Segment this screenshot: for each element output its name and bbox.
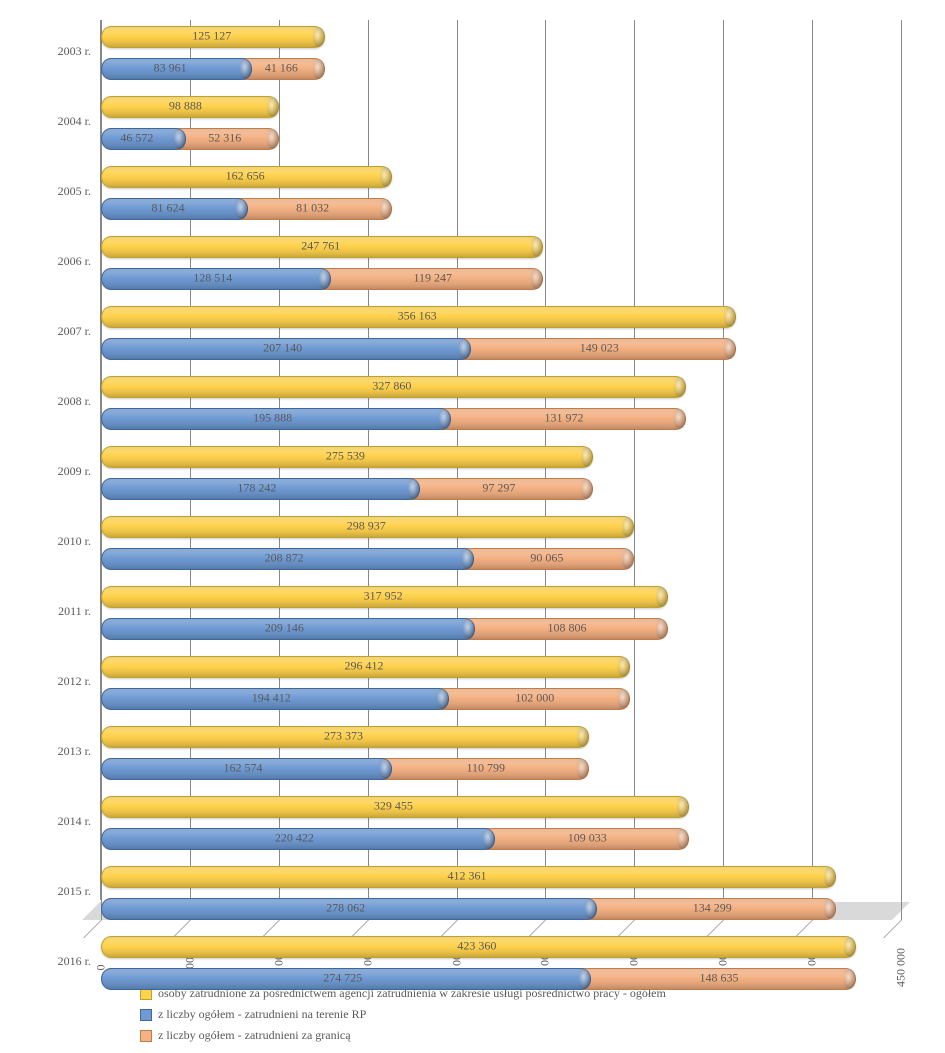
legend-label: z liczby ogółem - zatrudnieni na terenie… xyxy=(158,1007,366,1022)
bar-total-label: 98 888 xyxy=(169,99,202,114)
category-label: 2010 r. xyxy=(21,534,91,549)
bar-abroad-label: 41 166 xyxy=(265,61,298,76)
bar-domestic-label: 46 572 xyxy=(120,131,153,146)
legend-item: z liczby ogółem - zatrudnieni na terenie… xyxy=(140,1007,666,1022)
gridline xyxy=(812,20,813,920)
bar-domestic-label: 128 514 xyxy=(193,271,232,286)
bar-total-label: 356 163 xyxy=(398,309,437,324)
bar-domestic-label: 162 574 xyxy=(224,761,263,776)
bar-domestic-label: 220 422 xyxy=(275,831,314,846)
bar-domestic-label: 178 242 xyxy=(237,481,276,496)
bar-abroad-label: 149 023 xyxy=(580,341,619,356)
plot: 050 000100 000150 000200 000250 000300 0… xyxy=(100,20,900,900)
bar-abroad-label: 148 635 xyxy=(700,971,739,986)
bar-domestic-label: 274 725 xyxy=(323,971,362,986)
bar-abroad-label: 81 032 xyxy=(296,201,329,216)
bar-domestic-label: 81 624 xyxy=(152,201,185,216)
bar-total-label: 298 937 xyxy=(347,519,386,534)
category-label: 2016 r. xyxy=(21,954,91,969)
bar-total-label: 275 539 xyxy=(326,449,365,464)
gridline xyxy=(101,20,102,920)
category-label: 2011 r. xyxy=(21,604,91,619)
bar-abroad-label: 52 316 xyxy=(208,131,241,146)
category-label: 2007 r. xyxy=(21,324,91,339)
legend-swatch xyxy=(140,1009,152,1021)
legend-item: z liczby ogółem - zatrudnieni za granicą xyxy=(140,1028,666,1043)
bar-total-label: 162 656 xyxy=(226,169,265,184)
gridline xyxy=(634,20,635,920)
bar-abroad-label: 131 972 xyxy=(545,411,584,426)
bar-abroad-label: 97 297 xyxy=(482,481,515,496)
category-label: 2015 r. xyxy=(21,884,91,899)
gridline xyxy=(279,20,280,920)
bar-domestic-label: 278 062 xyxy=(326,901,365,916)
plot-area: 050 000100 000150 000200 000250 000300 0… xyxy=(100,20,910,920)
category-label: 2006 r. xyxy=(21,254,91,269)
bar-abroad-label: 108 806 xyxy=(548,621,587,636)
employment-agency-chart: 050 000100 000150 000200 000250 000300 0… xyxy=(0,0,945,1053)
category-label: 2008 r. xyxy=(21,394,91,409)
bar-total-label: 273 373 xyxy=(324,729,363,744)
bar-total-label: 423 360 xyxy=(457,939,496,954)
bar-abroad-label: 90 065 xyxy=(530,551,563,566)
category-label: 2014 r. xyxy=(21,814,91,829)
bar-abroad-label: 110 799 xyxy=(467,761,506,776)
bar-domestic-label: 195 888 xyxy=(253,411,292,426)
category-label: 2009 r. xyxy=(21,464,91,479)
bar-domestic-label: 209 146 xyxy=(265,621,304,636)
bar-domestic-label: 194 412 xyxy=(252,691,291,706)
gridline xyxy=(457,20,458,920)
bar-domestic-label: 83 961 xyxy=(154,61,187,76)
category-label: 2005 r. xyxy=(21,184,91,199)
bar-domestic-label: 208 872 xyxy=(265,551,304,566)
bar-total-label: 317 952 xyxy=(364,589,403,604)
legend-label: z liczby ogółem - zatrudnieni za granicą xyxy=(158,1028,351,1043)
gridline xyxy=(723,20,724,920)
category-label: 2013 r. xyxy=(21,744,91,759)
category-label: 2004 r. xyxy=(21,114,91,129)
gridline xyxy=(545,20,546,920)
bar-total-label: 296 412 xyxy=(344,659,383,674)
bar-domestic-label: 207 140 xyxy=(263,341,302,356)
bar-total-label: 412 361 xyxy=(448,869,487,884)
bar-total-label: 125 127 xyxy=(192,29,231,44)
category-label: 2003 r. xyxy=(21,44,91,59)
bar-abroad-label: 109 033 xyxy=(568,831,607,846)
gridline xyxy=(901,20,902,920)
x-tick-label: 450 000 xyxy=(894,948,909,987)
bar-total-label: 329 455 xyxy=(374,799,413,814)
bar-abroad-label: 102 000 xyxy=(515,691,554,706)
legend-swatch xyxy=(140,1030,152,1042)
bar-total-label: 327 860 xyxy=(372,379,411,394)
gridline xyxy=(190,20,191,920)
category-label: 2012 r. xyxy=(21,674,91,689)
bar-abroad-label: 134 299 xyxy=(693,901,732,916)
gridline xyxy=(368,20,369,920)
bar-total-label: 247 761 xyxy=(301,239,340,254)
bar-abroad-label: 119 247 xyxy=(413,271,452,286)
